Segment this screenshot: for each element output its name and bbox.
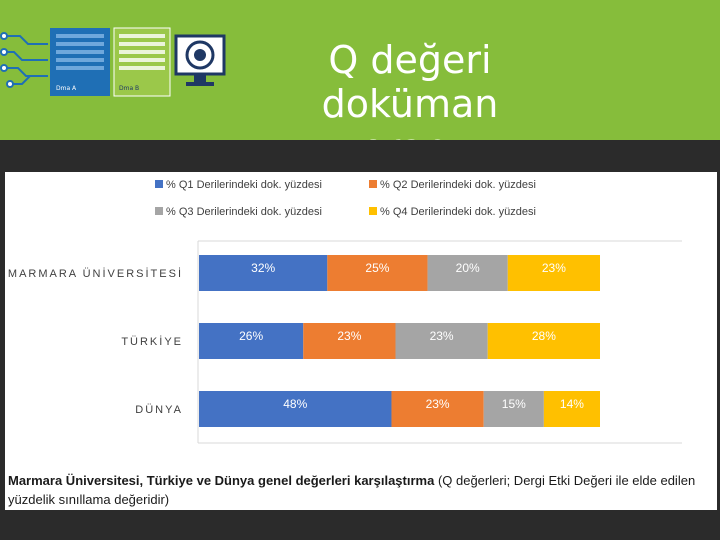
bar-segment-q2-2 [391, 391, 484, 427]
data-label-q2-0: 25% [365, 261, 389, 275]
legend-swatch-q4 [369, 207, 377, 215]
data-label-q3-1: 23% [430, 329, 454, 343]
bar-segment-q1-1 [199, 323, 304, 359]
legend-label-q4: % Q4 Derilerindeki dok. yüzdesi [380, 206, 536, 218]
bar-segment-q3-0 [427, 255, 508, 291]
legend-swatch-q2 [369, 180, 377, 188]
bar-segment-q4-0 [507, 255, 600, 291]
bar-segment-q4-1 [487, 323, 600, 359]
legend-label-q3: % Q3 Derilerindeki dok. yüzdesi [166, 206, 322, 218]
data-label-q4-1: 28% [532, 329, 556, 343]
data-label-q3-2: 15% [502, 397, 526, 411]
category-label-0: MARMARA ÜNİVERSİTESİ [8, 267, 183, 280]
data-label-q2-1: 23% [337, 329, 361, 343]
university-logo-icon: Dma A Dma B [0, 27, 226, 97]
category-label-2: DÜNYA [135, 404, 183, 416]
bar-segment-q3-1 [395, 323, 488, 359]
chart-panel: % Q1 Derilerindeki dok. yüzdesi % Q2 Deri… [5, 172, 717, 510]
chart-caption-rest: (Q değerleri; Dergi Etki Değeri ile elde… [8, 473, 696, 507]
bar-segment-q1-0 [199, 255, 328, 291]
bar-segment-q1-2 [199, 391, 392, 427]
logo-right-label: Dma B [119, 85, 139, 92]
header-divider [0, 140, 720, 176]
bar-segment-q4-2 [543, 391, 600, 427]
logo-left-label: Dma A [56, 85, 77, 92]
category-label-1: TÜRKİYE [121, 335, 183, 348]
chart-caption-bold: Marmara Üniversitesi, Türkiye ve Dünya g… [8, 473, 435, 488]
data-label-q1-1: 26% [239, 329, 263, 343]
data-label-q3-0: 20% [456, 261, 480, 275]
bar-segment-q2-0 [327, 255, 428, 291]
data-label-q1-0: 32% [251, 261, 275, 275]
bar-segment-q2-1 [303, 323, 396, 359]
legend-label-q1: % Q1 Derilerindeki dok. yüzdesi [166, 179, 322, 191]
stacked-bar-chart: % Q1 Derilerindeki dok. yüzdesi % Q2 Deri… [8, 179, 682, 444]
chart-caption: Marmara Üniversitesi, Türkiye ve Dünya g… [8, 471, 714, 509]
legend-label-q2: % Q2 Derilerindeki dok. yüzdesi [380, 179, 536, 191]
slide-header: Dma A Dma B Q değeri doküman oranı [0, 0, 720, 170]
bar-segment-q3-2 [483, 391, 544, 427]
data-label-q2-2: 23% [426, 397, 450, 411]
data-label-q1-2: 48% [283, 397, 307, 411]
data-label-q4-2: 14% [560, 397, 584, 411]
data-label-q4-0: 23% [542, 261, 566, 275]
legend-swatch-q3 [155, 207, 163, 215]
legend-swatch-q1 [155, 180, 163, 188]
slide-title-line-1: Q değeri doküman [321, 38, 499, 126]
